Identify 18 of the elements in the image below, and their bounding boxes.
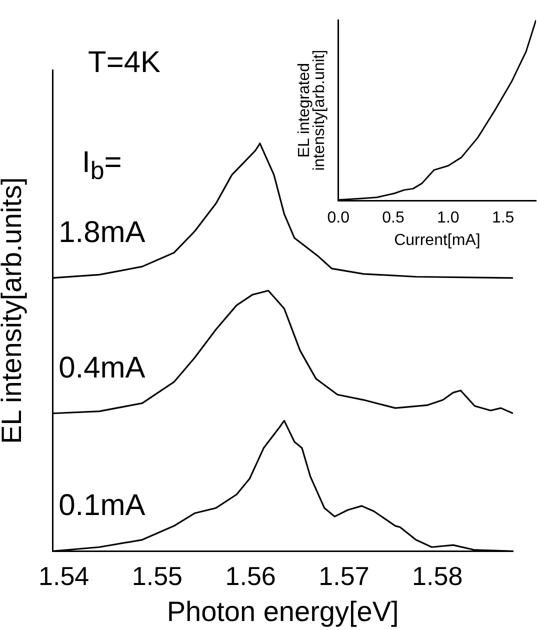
series-label: 1.8mA: [58, 216, 146, 249]
text: T=4K: [88, 46, 161, 79]
x-tick-label: 1.0: [437, 210, 460, 227]
x-tick-label: 1.56: [225, 560, 276, 591]
y-axis-title: EL integrated intensity[arb.unit]: [296, 50, 328, 171]
x-tick-label: 1.54: [38, 560, 90, 591]
series-label: 0.4mA: [58, 351, 146, 384]
x-tick-label: 1.57: [318, 560, 370, 591]
x-tick-label: 1.5: [492, 210, 514, 227]
x-axis-title: Photon energy[eV]: [166, 596, 399, 627]
x-tick-label: 1.58: [412, 560, 463, 591]
x-tick-label: 1.55: [132, 560, 182, 591]
annotation: I$_{b}$=: [82, 146, 122, 185]
x-tick-label: 0.0: [327, 210, 350, 227]
x-tick-label: 0.5: [382, 210, 405, 227]
x-axis-title: Current[mA]: [394, 232, 480, 249]
series-label: 0.1mA: [58, 489, 146, 522]
y-axis-title: EL intensity[arb.units]: [0, 177, 28, 444]
